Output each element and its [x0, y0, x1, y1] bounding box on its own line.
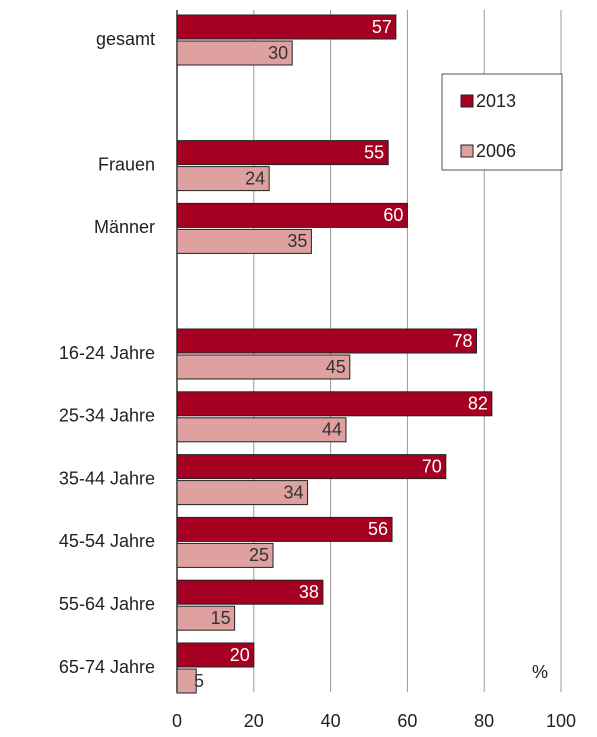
bar — [176, 391, 493, 417]
value-label: 15 — [211, 608, 231, 628]
bar — [176, 516, 393, 542]
value-label: 44 — [322, 420, 342, 440]
value-label: 55 — [364, 142, 384, 162]
bar — [176, 328, 478, 354]
bar — [176, 166, 270, 192]
value-label: 24 — [245, 168, 265, 188]
value-label: 78 — [453, 331, 473, 351]
legend-label: 2013 — [476, 91, 516, 111]
legend-label: 2006 — [476, 141, 516, 161]
bar — [176, 642, 255, 668]
bar — [176, 480, 309, 506]
value-label: 56 — [368, 519, 388, 539]
value-label: 38 — [299, 582, 319, 602]
value-label: 30 — [268, 43, 288, 63]
bar — [176, 605, 236, 631]
y-tick-label: 55-64 Jahre — [59, 594, 155, 614]
bar — [176, 417, 347, 443]
x-tick-label: 20 — [244, 711, 264, 731]
legend-swatch — [460, 144, 474, 158]
bar — [176, 354, 351, 380]
bar — [176, 542, 274, 568]
bar — [176, 228, 312, 254]
x-tick-label: 100 — [546, 711, 576, 731]
bar — [176, 668, 197, 694]
x-tick-label: 40 — [321, 711, 341, 731]
x-tick-label: 0 — [172, 711, 182, 731]
bar — [176, 40, 293, 66]
unit-annotation: % — [532, 662, 548, 682]
value-label: 57 — [372, 17, 392, 37]
y-tick-label: Männer — [94, 217, 155, 237]
y-tick-label: 65-74 Jahre — [59, 657, 155, 677]
value-label: 45 — [326, 357, 346, 377]
x-tick-label: 80 — [474, 711, 494, 731]
value-label: 70 — [422, 456, 442, 476]
bar — [176, 140, 389, 166]
value-label: 20 — [230, 645, 250, 665]
value-label: 35 — [287, 231, 307, 251]
x-tick-label: 60 — [397, 711, 417, 731]
value-label: 25 — [249, 545, 269, 565]
bar — [176, 454, 447, 480]
y-tick-label: 16-24 Jahre — [59, 343, 155, 363]
y-tick-label: 35-44 Jahre — [59, 468, 155, 488]
value-label: 34 — [284, 482, 304, 502]
legend-swatch — [460, 94, 474, 108]
bar — [176, 579, 324, 605]
y-tick-label: 25-34 Jahre — [59, 406, 155, 426]
y-tick-label: Frauen — [98, 154, 155, 174]
y-tick-label: gesamt — [96, 29, 155, 49]
bar — [176, 202, 408, 228]
value-label: 82 — [468, 394, 488, 414]
bar — [176, 14, 397, 40]
value-label: 5 — [194, 671, 204, 691]
y-tick-label: 45-54 Jahre — [59, 531, 155, 551]
value-label: 60 — [383, 205, 403, 225]
